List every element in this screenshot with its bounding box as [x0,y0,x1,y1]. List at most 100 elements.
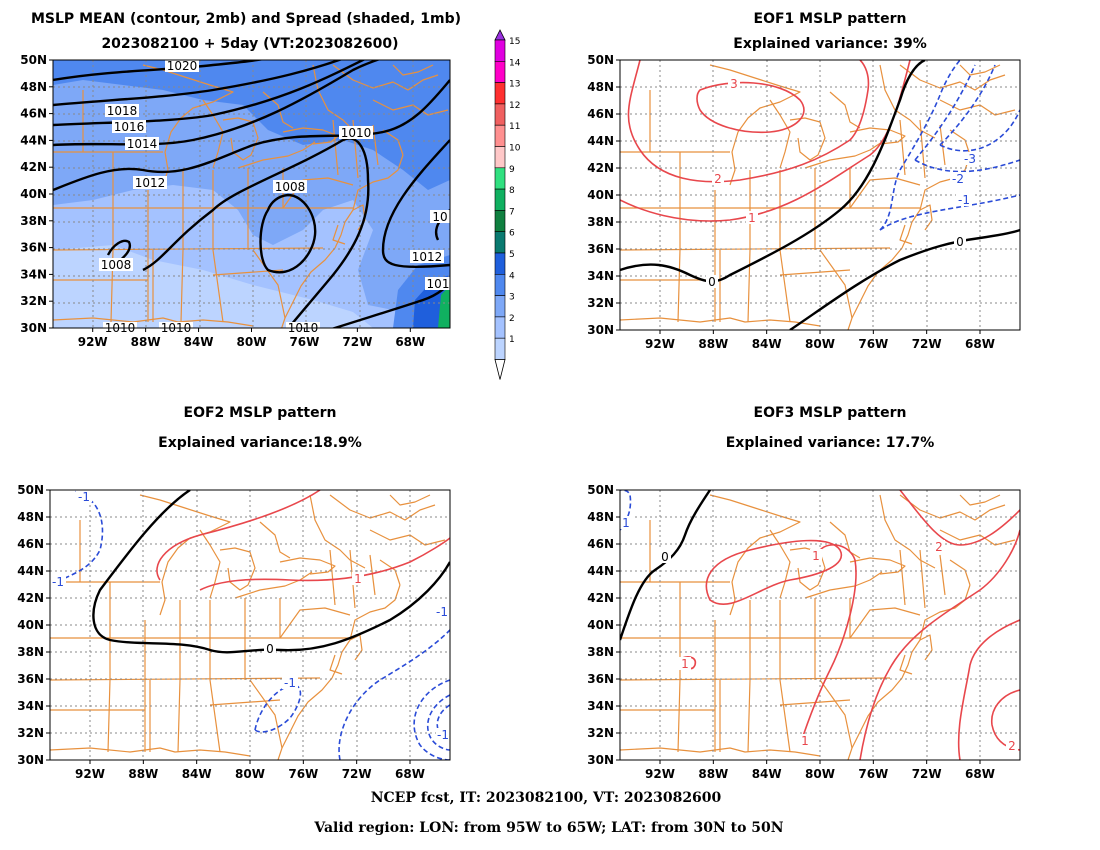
colorbar: 15 14 13 12 11 10 9 8 7 6 5 4 3 2 1 [494,29,521,380]
contour-label: 1008 [275,180,306,194]
colorbar-level-label: 10 [509,144,521,154]
lat-tick-label: 36N [20,241,47,255]
colorbar-bottom-arrow [494,359,506,380]
lon-tick-label: 84W [184,335,214,349]
lon-tick-label: 92W [645,337,675,351]
contour-positive-1b [199,537,450,591]
contour-label: 10 [432,210,447,224]
contour-label: 0 [661,550,669,564]
colorbar-level-label: 8 [509,186,515,196]
contour-label: 1012 [135,176,166,190]
lat-tick-label: 30N [20,321,47,335]
contour-label: 0 [708,275,716,289]
colorbar-level-label: 2 [509,314,515,324]
lat-tick-label: 38N [20,214,47,228]
panel-title: EOF3 MSLP pattern [754,405,907,421]
lat-tick-label: 30N [17,753,44,767]
lon-tick-label: 80W [235,767,265,781]
contour-label: 1020 [167,59,198,73]
contour-positive-2-ring [957,619,1020,760]
lon-tick-label: 88W [128,767,158,781]
contour-labels: 1020 1018 1016 1014 1012 1010 1008 1008 … [99,59,450,335]
colorbar-level-label: 7 [509,207,515,217]
map-area: 3 2 1 0 0 -1 -2 -3 92W 88W 84W 80W 76W 72W 68W… [587,53,1021,351]
lat-tick-label: 40N [587,188,614,202]
lon-tick-label: 76W [858,337,888,351]
lat-tick-label: 38N [587,215,614,229]
colorbar-swatch [494,295,506,318]
contour-label: 2 [1008,739,1016,753]
contour-label: 0 [956,235,964,249]
lat-tick-label: 36N [587,242,614,256]
colorbar-level-label: 15 [509,37,520,47]
contour-label: 2 [714,172,722,186]
lon-tick-label: 68W [395,767,425,781]
lon-tick-label: 76W [289,335,319,349]
contour-labels: 3 2 1 0 0 -1 -2 -3 [706,77,978,289]
contour-label: -2 [952,172,964,186]
lat-tick-label: 32N [20,294,47,308]
panel-title: MSLP MEAN (contour, 2mb) and Spread (sha… [31,11,461,27]
colorbar-level-label: 14 [509,58,521,68]
colorbar-top-arrow [494,29,506,41]
contour-label: 1018 [107,104,138,118]
contour-label: 1014 [127,137,158,151]
contour-zero [620,490,711,641]
contour-label: 1016 [114,120,145,134]
colorbar-swatch [494,231,506,254]
isobar-1016 [53,60,366,127]
colorbar-swatch [494,146,506,169]
contour-labels: 1 1 2 1 0 2 1 [620,516,1018,753]
contour-labels: 1 0 -1 -1 -1 -1 -1 [50,490,450,742]
panel-mslp-mean: MSLP MEAN (contour, 2mb) and Spread (sha… [20,11,461,349]
contour-label: 1012 [412,250,443,264]
lat-tick-label: 38N [17,645,44,659]
lat-tick-label: 44N [20,133,47,147]
contour-label: -1 [437,728,449,742]
lat-tick-label: 34N [20,267,47,281]
panel-eof2: EOF2 MSLP pattern Explained variance:18.… [17,405,451,781]
contour-label: -1 [78,490,90,504]
lat-tick-label: 34N [587,269,614,283]
contour-positive-2 [899,490,1020,546]
contour-negative-ring-1 [413,679,450,760]
lat-tick-label: 42N [17,591,44,605]
lon-tick-label: 68W [965,767,995,781]
lat-tick-label: 48N [20,80,47,94]
colorbar-swatch [494,316,506,339]
isobar-1012 [53,79,450,192]
lat-tick-label: 40N [17,618,44,632]
lat-tick-label: 46N [587,537,614,551]
lat-tick-label: 44N [587,564,614,578]
colorbar-swatch [494,60,506,83]
colorbar-level-label: 3 [509,293,515,303]
lat-tick-label: 36N [587,672,614,686]
contour-zero-upper [620,60,926,283]
colorbar-swatch [494,124,506,147]
panel-subtitle: 2023082100 + 5day (VT:2023082600) [101,36,398,52]
lat-tick-label: 36N [17,672,44,686]
lat-tick-label: 42N [587,161,614,175]
lat-tick-label: 38N [587,645,614,659]
panel-title: EOF2 MSLP pattern [184,405,337,421]
lon-tick-label: 76W [858,767,888,781]
colorbar-swatch [494,188,506,211]
contour-positive-2 [627,60,870,183]
contour-negative-2 [914,64,1020,173]
lat-tick-label: 50N [20,53,47,67]
lat-tick-label: 32N [587,296,614,310]
contour-positive-1-south [859,529,1020,760]
colorbar-level-label: 1 [509,335,515,345]
colorbar-level-label: 13 [509,80,520,90]
panel-subtitle: Explained variance: 39% [733,36,926,52]
lon-tick-label: 84W [752,767,782,781]
lon-tick-label: 68W [395,335,425,349]
lat-tick-label: 50N [17,483,44,497]
panel-subtitle: Explained variance: 17.7% [726,435,935,451]
contour-label: -3 [964,152,976,166]
colorbar-level-label: 9 [509,165,515,175]
contour-label: 1010 [341,126,372,140]
lon-tick-label: 88W [698,767,728,781]
contour-label: 0 [266,642,274,656]
map-area: 1 0 -1 -1 -1 -1 -1 92W 88W 84W 80W 76W 72W 68W… [17,483,451,781]
